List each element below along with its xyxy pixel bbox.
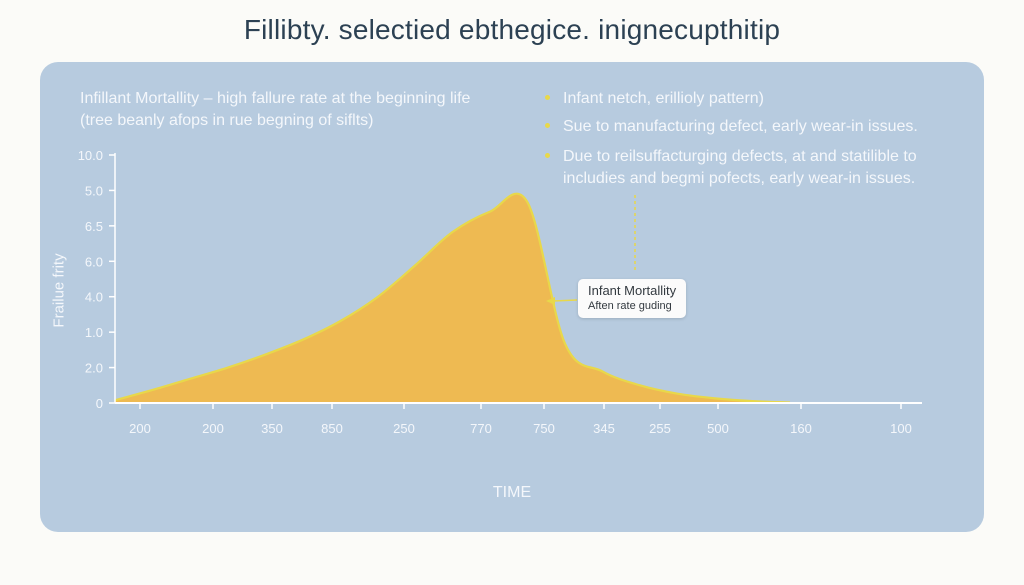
series-line: [114, 192, 791, 404]
x-tick-label: 750: [533, 421, 555, 436]
y-tick-label: 5.0: [85, 183, 103, 198]
y-tick-label: 1.0: [85, 325, 103, 340]
subtitle-line-1: Infillant Mortallity – high fallure rate…: [80, 90, 471, 107]
x-tick-label: 500: [707, 421, 729, 436]
y-tick-label: 2.0: [85, 361, 103, 376]
note-item: Due to reilsuffacturging defects, at and…: [543, 146, 918, 168]
callout-title: Infant Mortallity: [588, 283, 677, 298]
x-tick-label: 255: [649, 421, 671, 436]
x-tick-label: 200: [129, 421, 151, 436]
y-tick-label: 0: [96, 396, 103, 411]
area-fill: [115, 193, 790, 403]
note-text: includies and begmi pofects, early wear-…: [563, 170, 916, 187]
x-tick-label: 160: [790, 421, 812, 436]
bullet-icon: [545, 95, 550, 100]
x-tick-label: 100: [890, 421, 912, 436]
y-tick-label: 10.0: [78, 148, 103, 163]
note-text: Infant netch, erillioly pattern): [563, 90, 764, 107]
x-tick-label: 200: [202, 421, 224, 436]
callout-arrow: [552, 299, 578, 302]
note-item: Infant netch, erillioly pattern): [543, 88, 918, 110]
x-tick-label: 850: [321, 421, 343, 436]
bullet-icon: [545, 153, 550, 158]
x-tick-label: 250: [393, 421, 415, 436]
note-text: Sue to manufacturing defect, early wear-…: [563, 118, 918, 135]
x-axis-label: TIME: [492, 484, 532, 501]
subtitle-line-2: (tree beanly afops in rue begning of sif…: [80, 112, 374, 129]
bullet-icon: [545, 123, 550, 128]
page-title: Fillibty. selectied ebthegice. inignecup…: [243, 14, 781, 45]
x-tick-label: 770: [470, 421, 492, 436]
y-tick-label: 6.0: [85, 254, 103, 269]
y-tick-label: 6.5: [85, 219, 103, 234]
y-axis-label: Frailue frity: [50, 253, 68, 328]
callout-box: Infant Mortallity Aften rate guding: [578, 279, 687, 318]
note-item-continued: includies and begmi pofects, early wear-…: [543, 168, 918, 190]
chart-subtitle: Infillant Mortallity – high fallure rate…: [80, 88, 470, 132]
note-text: Due to reilsuffacturging defects, at and…: [563, 148, 917, 165]
y-tick-label: 4.0: [85, 290, 103, 305]
x-tick-label: 345: [593, 421, 615, 436]
note-item: Sue to manufacturing defect, early wear-…: [543, 116, 918, 138]
x-tick-label: 350: [261, 421, 283, 436]
callout-subtitle: Aften rate guding: [588, 300, 672, 312]
notes-list: Infant netch, erillioly pattern) Sue to …: [543, 88, 918, 196]
callout-arrowhead: [546, 297, 555, 305]
